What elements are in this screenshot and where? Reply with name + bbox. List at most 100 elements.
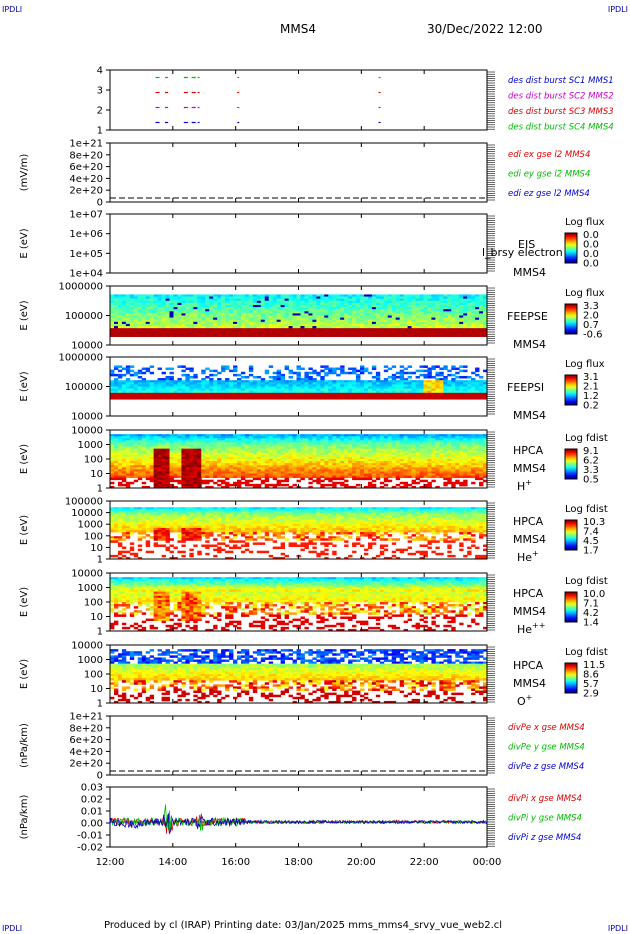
- corner-label-top-right: IPDLI: [607, 5, 628, 14]
- legend-entry: des dist burst SC4 MMS4: [508, 123, 614, 133]
- panel-frame: [109, 715, 488, 776]
- colorbar-value: 2.9: [583, 689, 599, 700]
- colorbar-value: 0.0: [583, 230, 599, 241]
- colorbar: [564, 303, 578, 335]
- y-tick-label: 8e+20: [69, 723, 103, 734]
- colorbar-title: Log flux: [565, 288, 605, 299]
- y-tick-label: 1: [97, 699, 103, 710]
- instrument-label: HPCA: [513, 515, 544, 528]
- y-tick-label: 10: [90, 469, 103, 480]
- colorbar-value: 0.0: [583, 249, 599, 260]
- species-label: He++: [517, 621, 545, 636]
- colorbar: [564, 448, 578, 480]
- colorbar-title: Log fdist: [565, 576, 608, 587]
- legend-entry: edi ex gse l2 MMS4: [508, 150, 590, 160]
- x-tick-label: 22:00: [410, 857, 439, 868]
- spectrogram-feepsi: [110, 365, 488, 400]
- y-tick-label: 0.01: [81, 807, 103, 818]
- colorbar-value: 0.5: [583, 475, 599, 486]
- spectrogram-hpca_o: [110, 649, 488, 704]
- corner-label-top-left: IPDLI: [2, 5, 23, 14]
- instrument-label: MMS4: [513, 462, 546, 475]
- overlay-text: l_brsy electron to: [482, 246, 578, 259]
- colorbar-value: 4.5: [583, 536, 599, 547]
- colorbar-value: 2.0: [583, 311, 599, 322]
- spectrogram-hpca_he: [110, 507, 488, 560]
- spectrogram-hpca_hepp: [110, 577, 488, 632]
- y-tick-label: 1e+21: [69, 139, 103, 150]
- y-tick-label: 10: [90, 612, 103, 623]
- y-tick-label: -0.02: [77, 843, 103, 854]
- y-tick-label: 1e+06: [69, 229, 103, 240]
- colorbar-value: 7.4: [583, 527, 599, 538]
- colorbar-title: Log fdist: [565, 504, 608, 515]
- legend-entry: des dist burst SC1 MMS1: [508, 76, 614, 86]
- colorbar-value: 4.2: [583, 608, 599, 619]
- y-axis-label: (nPa/km): [19, 795, 30, 840]
- y-tick-label: 0: [97, 771, 103, 782]
- legend-entry: divPe x gse MMS4: [508, 723, 585, 733]
- y-tick-label: 10000: [71, 508, 103, 519]
- y-tick-label: 1: [97, 555, 103, 566]
- y-tick-label: 100: [84, 670, 103, 681]
- footer-text: Produced by cl (IRAP) Printing date: 03/…: [104, 920, 503, 931]
- colorbar-value: 11.5: [583, 660, 605, 671]
- colorbar-value: 1.4: [583, 618, 599, 629]
- y-tick-label: 1000: [78, 520, 103, 531]
- y-tick-label: 1000: [78, 440, 103, 451]
- instrument-label: HPCA: [513, 587, 544, 600]
- y-tick-label: 2: [97, 106, 103, 117]
- instrument-label: FEEPSE: [507, 310, 548, 323]
- y-tick-label: 10000: [71, 641, 103, 652]
- x-tick-label: 14:00: [158, 857, 187, 868]
- legend-entry: divPi x gse MMS4: [508, 794, 582, 804]
- colorbar-title: Log flux: [565, 359, 605, 370]
- instrument-label: MMS4: [513, 605, 546, 618]
- y-tick-label: 1000: [78, 583, 103, 594]
- x-tick-label: 20:00: [347, 857, 376, 868]
- colorbar: [564, 519, 578, 551]
- legend-entry: divPi z gse MMS4: [508, 833, 581, 843]
- y-tick-label: 6e+20: [69, 735, 103, 746]
- y-tick-label: 10000: [71, 341, 103, 352]
- spectrogram-feepse: [110, 294, 488, 337]
- colorbar-value: 0.0: [583, 259, 599, 270]
- instrument-label: FEEPSI: [507, 381, 544, 394]
- legend-entry: edi ey gse l2 MMS4: [508, 170, 590, 180]
- y-tick-label: 100: [84, 455, 103, 466]
- instrument-label: MMS4: [513, 677, 546, 690]
- y-tick-label: 1000000: [58, 282, 103, 293]
- species-label: H+: [517, 478, 532, 493]
- y-tick-label: 1e+07: [69, 210, 103, 221]
- y-tick-label: 2e+20: [69, 759, 103, 770]
- y-tick-label: 10: [90, 684, 103, 695]
- divpi-series-line: [109, 804, 487, 831]
- y-tick-label: 10000: [71, 569, 103, 580]
- instrument-label: MMS4: [513, 266, 546, 279]
- y-tick-label: 8e+20: [69, 150, 103, 161]
- y-tick-label: 1000000: [58, 353, 103, 364]
- y-axis-label: (nPa/km): [19, 723, 30, 768]
- legend-entry: edi ez gse l2 MMS4: [508, 189, 590, 199]
- colorbar-title: Log fdist: [565, 433, 608, 444]
- y-axis-label: E (eV): [19, 300, 30, 330]
- colorbar-value: 1.7: [583, 546, 599, 557]
- y-tick-label: 1: [97, 627, 103, 638]
- y-axis-label: E (eV): [19, 515, 30, 545]
- instrument-label: HPCA: [513, 659, 544, 672]
- legend-entry: des dist burst SC2 MMS2: [508, 92, 614, 102]
- colorbar: [564, 374, 578, 406]
- x-tick-label: 16:00: [221, 857, 250, 868]
- corner-label-bottom-left: IPDLI: [2, 924, 23, 933]
- instrument-label: MMS4: [513, 409, 546, 422]
- spacecraft-title: MMS4: [280, 22, 316, 36]
- y-tick-label: 2e+20: [69, 186, 103, 197]
- y-tick-label: 1e+05: [69, 249, 103, 260]
- instrument-label: HPCA: [513, 444, 544, 457]
- colorbar-title: Log fdist: [565, 647, 608, 658]
- y-tick-label: 10000: [71, 412, 103, 423]
- y-axis-label: E (eV): [19, 659, 30, 689]
- instrument-label: MMS4: [513, 338, 546, 351]
- instrument-label: MMS4: [513, 533, 546, 546]
- species-label: O+: [517, 693, 532, 708]
